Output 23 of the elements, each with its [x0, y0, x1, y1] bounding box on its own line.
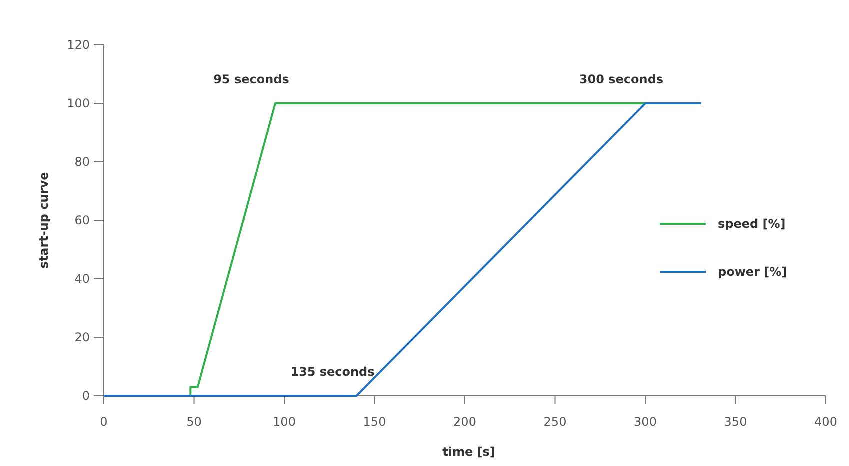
- x-tick-label: 250: [544, 415, 567, 429]
- x-tick-label: 200: [454, 415, 476, 429]
- legend-label: speed [%]: [718, 217, 786, 231]
- x-tick-label: 400: [814, 415, 838, 429]
- x-axis-title: time [s]: [442, 445, 496, 459]
- annotation: 95 seconds: [214, 72, 290, 86]
- y-tick-label: 120: [67, 38, 90, 52]
- x-tick-label: 350: [724, 415, 748, 429]
- x-tick-label: 300: [634, 415, 657, 429]
- annotation: 135 seconds: [290, 365, 375, 379]
- legend-label: power [%]: [718, 265, 788, 279]
- y-tick-label: 40: [74, 272, 90, 286]
- x-tick-label: 150: [363, 415, 386, 429]
- y-tick-label: 0: [82, 389, 90, 403]
- x-tick-label: 100: [273, 415, 296, 429]
- x-tick-label: 50: [186, 415, 202, 429]
- y-tick-label: 100: [67, 96, 90, 110]
- x-tick-label: 0: [100, 415, 108, 429]
- y-tick-label: 60: [74, 214, 90, 228]
- y-tick-label: 20: [74, 330, 90, 344]
- y-tick-label: 80: [74, 155, 90, 169]
- y-axis-title: start-up curve: [37, 172, 51, 269]
- annotation: 300 seconds: [579, 72, 664, 86]
